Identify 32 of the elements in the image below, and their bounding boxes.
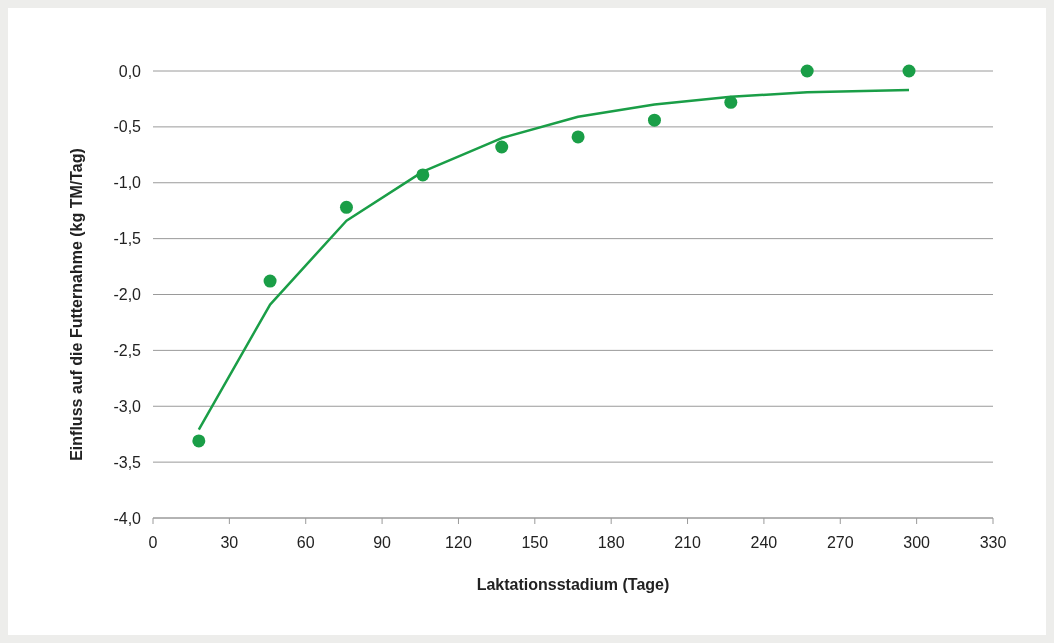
y-tick-label: -2,0 [113, 286, 142, 304]
y-tick-label: -3,0 [113, 397, 142, 415]
y-tick-label: -3,5 [113, 453, 142, 471]
x-tick-label: 210 [674, 534, 701, 551]
x-tick-label: 60 [296, 534, 315, 551]
point [495, 140, 509, 154]
x-tick-label: 300 [903, 534, 931, 551]
x-axis-title: Laktationsstadium (Tage) [476, 576, 670, 593]
point [571, 130, 585, 144]
line-series [197, 88, 911, 431]
point [263, 274, 277, 288]
x-tick-label: 0 [148, 534, 158, 551]
x-tick-label: 270 [826, 534, 854, 551]
x-tick-label: 330 [979, 534, 1007, 551]
y-tick-label: -1,0 [113, 174, 142, 192]
x-tick-label: 90 [373, 534, 392, 551]
point [800, 64, 814, 78]
x-tick-label: 180 [597, 534, 625, 551]
point [902, 64, 916, 78]
y-tick-label: -2,5 [113, 341, 142, 359]
x-tick-label: 150 [521, 534, 549, 551]
x-tick-label: 30 [220, 534, 239, 551]
point [647, 113, 661, 127]
x-tick-label: 240 [750, 534, 778, 551]
y-tick-label: -1,5 [113, 230, 142, 248]
y-tick-label: -0,5 [113, 118, 142, 136]
y-tick-label: 0,0 [118, 62, 142, 80]
point [339, 200, 353, 214]
y-axis-title: Einfluss auf die Futternahme (kg TM/Tag) [68, 148, 85, 461]
y-tick-label: -4,0 [113, 509, 142, 527]
x-tick-label: 120 [445, 534, 472, 551]
point [192, 434, 206, 448]
